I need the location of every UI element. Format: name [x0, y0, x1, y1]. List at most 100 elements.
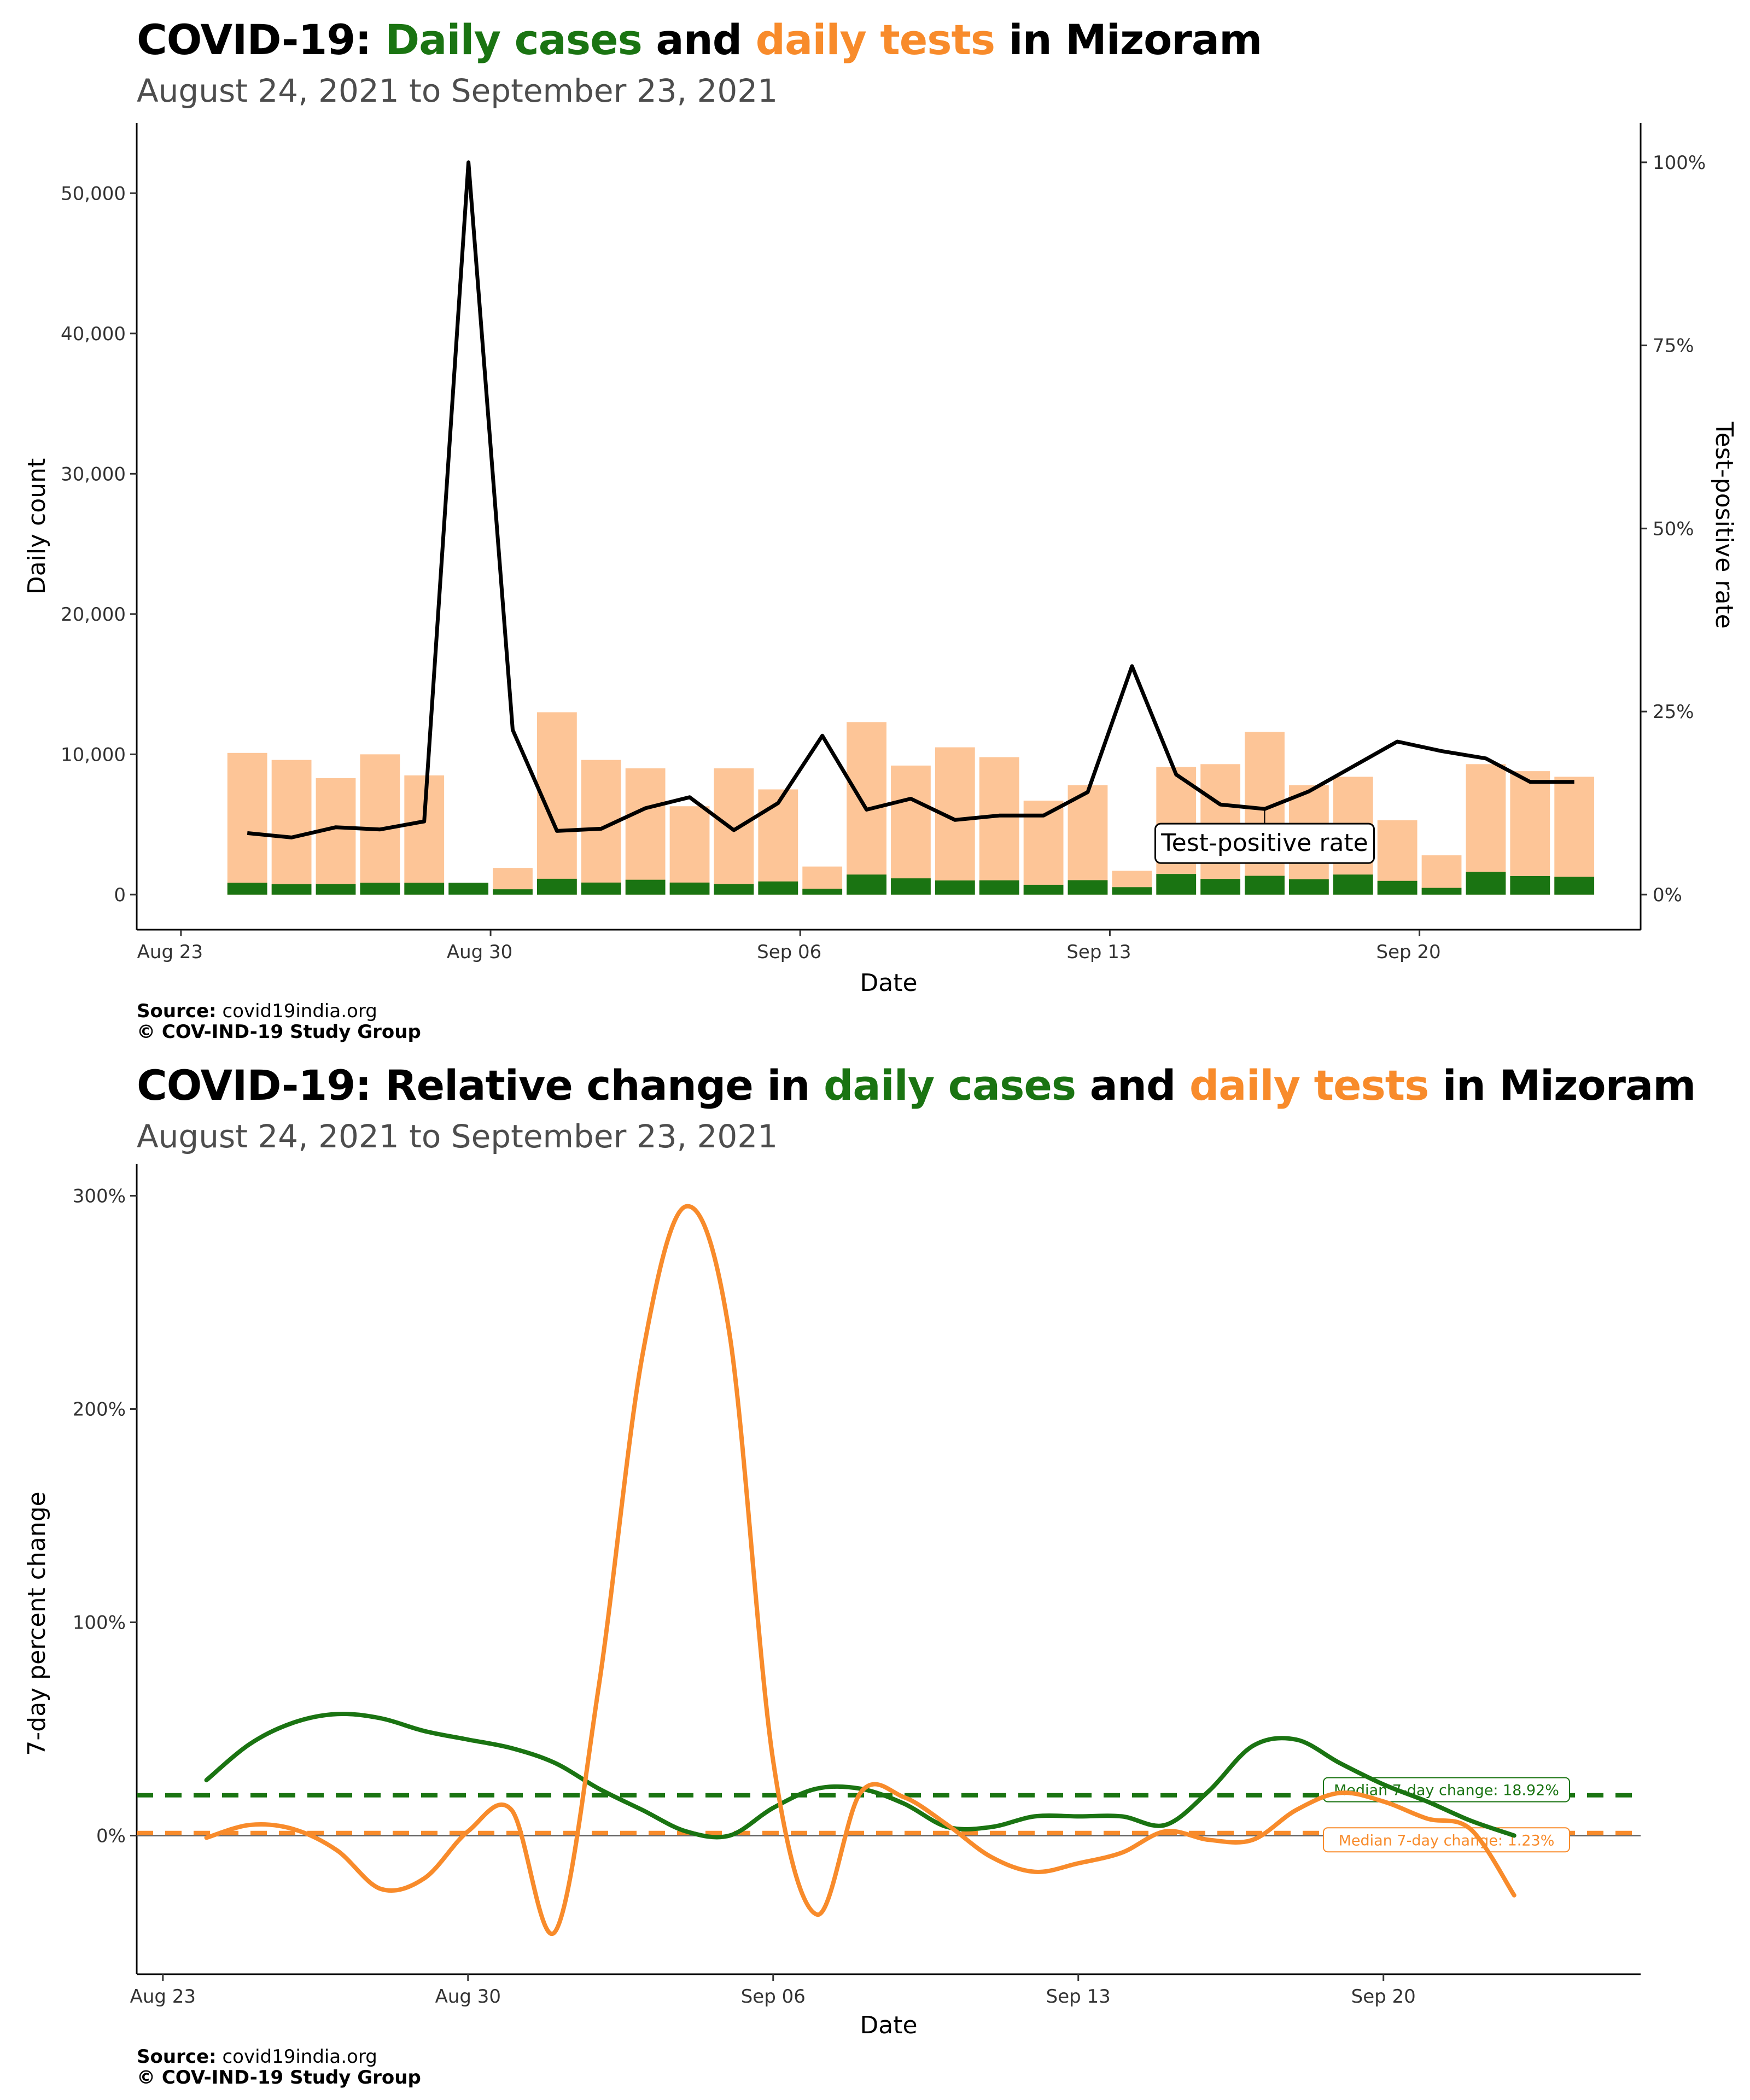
chart1-title-tests: daily tests [755, 15, 995, 64]
chart1-cases-bar [536, 878, 577, 895]
chart1-tests-bar [758, 789, 798, 895]
chart2-title-prefix: COVID-19: Relative change in [137, 1061, 824, 1110]
chart1-y2-tick-label: 25% [1653, 701, 1694, 723]
chart2-y-tick-label: 200% [73, 1399, 126, 1421]
chart2-x-tick-label: Sep 06 [741, 1986, 806, 2008]
chart1-tests-bar [271, 760, 312, 895]
chart1-cases-bar [1200, 879, 1241, 895]
chart1-copyright: © COV-IND-19 Study Group [137, 1021, 421, 1043]
chart1-cases-bar [935, 880, 975, 895]
chart1-cases-bar [1333, 874, 1373, 895]
chart1-plot: 0 10,000 20,000 30,000 40,000 50,000 0% 25% 50% 7… [23, 123, 1738, 997]
chart2-tests-line [204, 1204, 1516, 1936]
chart2-subtitle: August 24, 2021 to September 23, 2021 [137, 1118, 778, 1155]
chart1-tests-bar [669, 806, 710, 895]
chart1-x-tick-label: Aug 30 [447, 941, 512, 963]
chart1-y2-axis-label: Test-positive rate [1710, 421, 1738, 628]
chart2-title-tests: daily tests [1189, 1061, 1429, 1110]
chart1-y-tick-label: 10,000 [61, 744, 126, 766]
chart1-cases-bar [1068, 880, 1108, 895]
chart2-y-tick-label: 300% [73, 1186, 126, 1208]
chart1-title-cases: Daily cases [385, 15, 643, 64]
chart1-title-mid: and [641, 15, 756, 64]
chart1-y2-tick-label: 0% [1653, 884, 1682, 906]
chart1-source-label: Source: [137, 1000, 217, 1022]
chart1-y-tick-label: 50,000 [61, 183, 126, 205]
chart1-cases-bar [847, 874, 886, 895]
chart1-cases-bar [1554, 877, 1595, 895]
chart1-y-axis-label: Daily count [23, 458, 51, 594]
chart1-y-tick-label: 40,000 [61, 323, 126, 345]
chart1-cases-bar [271, 884, 312, 895]
chart1-y-tick-label: 0 [114, 884, 126, 906]
chart1-x-tick-label: Sep 06 [757, 941, 821, 963]
chart1-cases-bar [1421, 888, 1462, 895]
chart1-title-suffix: in Mizoram [995, 15, 1263, 64]
chart1-cases-bar [669, 882, 710, 895]
chart1-tpr-line [247, 160, 1574, 839]
chart1-title: COVID-19: Daily cases and daily tests in… [137, 15, 1262, 64]
chart1-y2-tick-label: 100% [1653, 152, 1706, 174]
chart1-cases-bar [316, 884, 356, 895]
chart1-x-axis-label: Date [860, 969, 917, 997]
chart1-tests-bar [979, 757, 1019, 895]
chart2-title-suffix: in Mizoram [1428, 1061, 1696, 1110]
chart1-source-value: covid19india.org [216, 1000, 377, 1022]
chart1-cases-bar [404, 883, 445, 895]
chart1-cases-bar [625, 879, 666, 895]
chart2-x-tick-label: Aug 30 [435, 1986, 501, 2008]
chart1-tests-bar [891, 765, 931, 895]
chart1-tests-bar [227, 752, 267, 895]
chart1-cases-bar [714, 884, 754, 895]
chart1-cases-bar [493, 889, 533, 895]
chart1-x-tick-label: Sep 13 [1066, 941, 1131, 963]
chart1-y-tick-label: 30,000 [61, 463, 126, 485]
chart1-cases-bar [581, 882, 621, 895]
chart1-tests-bar [1554, 777, 1595, 895]
chart1-source: Source: covid19india.org © COV-IND-19 St… [137, 1001, 421, 1042]
chart1-tests-bar [1510, 771, 1550, 895]
chart1-tests-bar [360, 754, 400, 895]
chart2-y-axis-label: 7-day percent change [23, 1491, 51, 1755]
chart2-median-label: Median 7-day change: 1.23% [1339, 1832, 1555, 1849]
chart1-cases-bar [227, 883, 267, 895]
chart2-x-tick-label: Sep 13 [1046, 1986, 1111, 2008]
chart1-y2-tick-label: 50% [1653, 518, 1694, 540]
chart1-cases-bar [1377, 880, 1418, 895]
chart1-cases-bar [448, 883, 489, 895]
chart1-annotation-box [1154, 822, 1375, 864]
chart2-title: COVID-19: Relative change in daily cases… [137, 1061, 1696, 1110]
chart1-x-tick-label: Sep 20 [1376, 941, 1441, 963]
chart1-cases-bar [1510, 876, 1550, 895]
chart1-tests-bar [1068, 785, 1108, 895]
chart2-source: Source: covid19india.org © COV-IND-19 St… [137, 2046, 421, 2088]
chart1-y-tick-label: 20,000 [61, 604, 126, 626]
chart1-subtitle: August 24, 2021 to September 23, 2021 [137, 72, 778, 109]
chart2-source-value: covid19india.org [216, 2046, 377, 2068]
chart2-y-tick-label: 100% [73, 1612, 126, 1634]
chart1-cases-bar [758, 881, 798, 895]
chart1-cases-bar [1466, 872, 1506, 895]
chart2-copyright: © COV-IND-19 Study Group [137, 2067, 421, 2089]
chart2-x-axis-label: Date [860, 2011, 917, 2039]
chart1-cases-bar [1156, 874, 1197, 895]
chart1-cases-bar [1245, 876, 1285, 895]
chart1-tests-bar [316, 778, 356, 895]
chart1-x-tick-label: Aug 23 [137, 941, 203, 963]
chart1-tests-bar [625, 768, 666, 895]
chart1-cases-bar [1288, 879, 1329, 895]
chart2-title-cases: daily cases [824, 1061, 1076, 1110]
chart1-cases-bar [802, 889, 843, 895]
chart1-cases-bar [360, 883, 400, 895]
chart2-cases-line [204, 1711, 1516, 1840]
chart2-title-mid: and [1076, 1061, 1189, 1110]
chart2-y-tick-label: 0% [96, 1825, 126, 1847]
chart1-y2-tick-label: 75% [1653, 335, 1694, 357]
chart1-cases-bar [1112, 887, 1152, 895]
chart2-x-tick-label: Aug 23 [130, 1986, 196, 2008]
chart2-source-label: Source: [137, 2046, 217, 2068]
chart1-annotation-text: Test-positive rate [1160, 829, 1368, 857]
chart1-cases-bar [891, 878, 931, 895]
chart1-title-prefix: COVID-19: [137, 15, 386, 64]
